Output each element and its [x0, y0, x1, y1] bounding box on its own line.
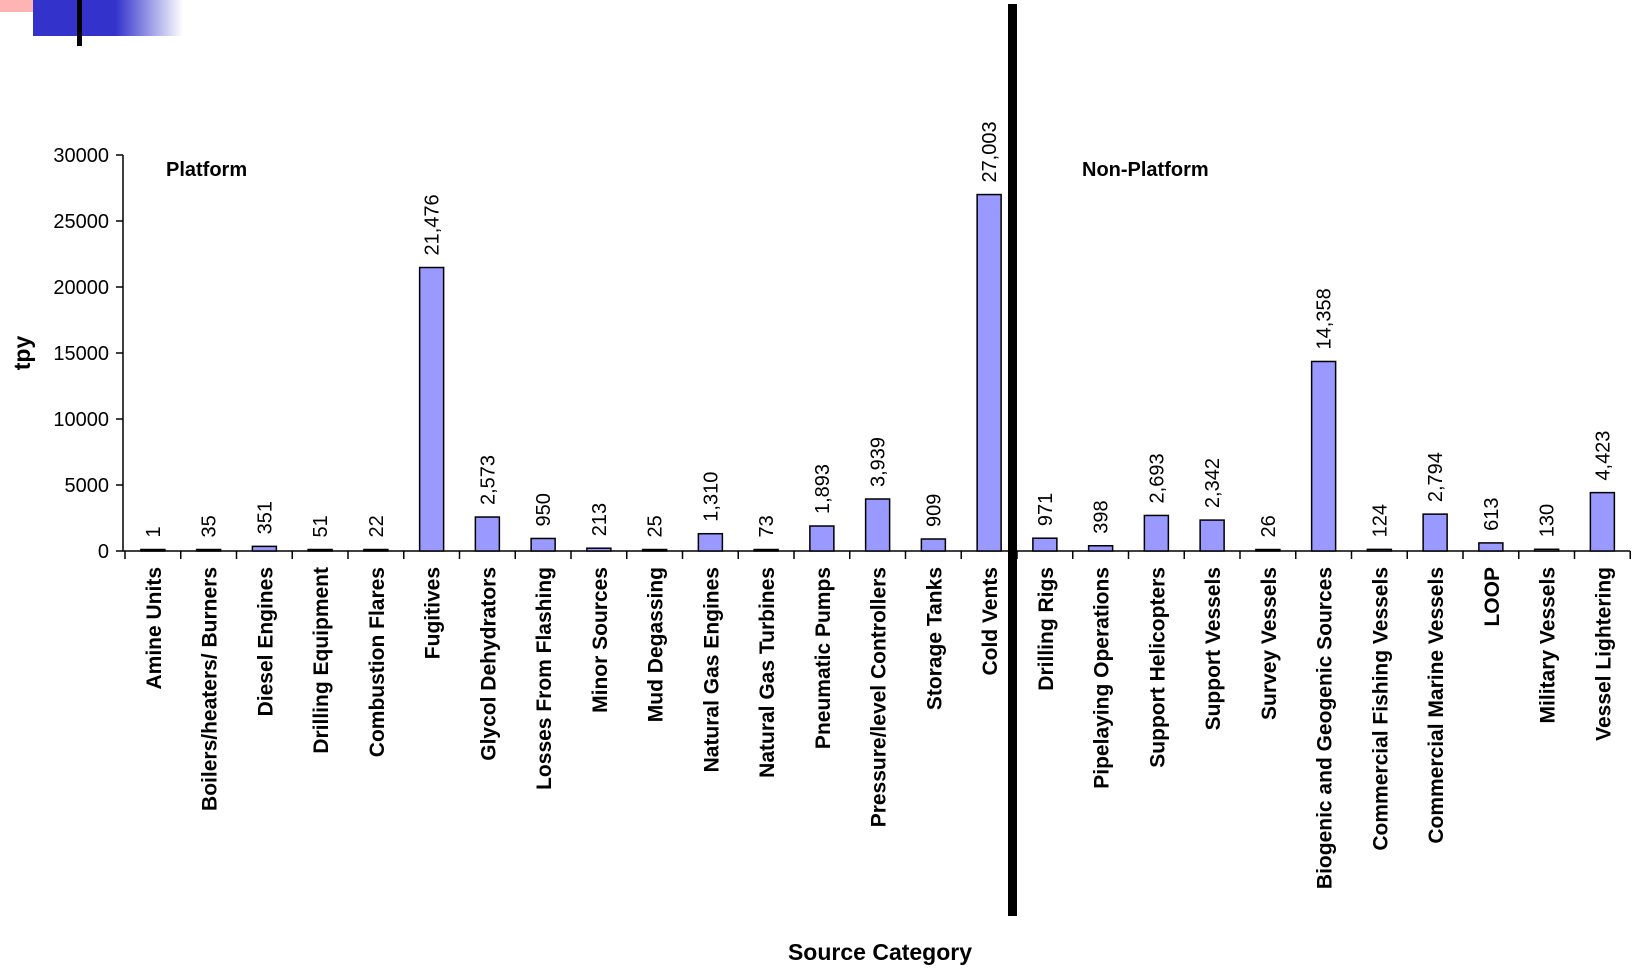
bar [753, 548, 779, 552]
category-label: Drilling Rigs [1035, 567, 1058, 691]
bar [418, 266, 445, 552]
data-label: 1,893 [812, 464, 834, 514]
category-label: Pneumatic Pumps [812, 567, 835, 749]
category-label: Vessel Lightering [1592, 567, 1615, 741]
category-label: Boilers/heaters/ Burners [199, 567, 222, 811]
data-label: 909 [923, 494, 945, 527]
data-label: 971 [1035, 493, 1057, 526]
category-label: Survey Vessels [1258, 567, 1281, 720]
bar [976, 193, 1002, 552]
data-label: 124 [1369, 504, 1391, 537]
region-divider [1008, 4, 1017, 916]
y-tick-label: 30000 [53, 145, 109, 167]
category-label: Natural Gas Engines [700, 567, 723, 772]
data-label: 213 [589, 503, 611, 536]
data-label: 613 [1481, 498, 1503, 531]
bar [1255, 548, 1281, 552]
category-label: Diesel Engines [254, 567, 277, 716]
category-label: Commercial Fishing Vessels [1369, 567, 1392, 851]
data-label: 4,423 [1592, 431, 1614, 481]
bar [641, 548, 668, 552]
category-label: Pressure/level Controllers [868, 567, 891, 827]
x-axis-title: Source Category [788, 939, 972, 965]
data-label: 3,939 [868, 437, 890, 487]
data-label: 25 [645, 515, 667, 537]
bar [474, 516, 501, 552]
bar [864, 498, 891, 552]
slide-decoration [0, 0, 183, 46]
data-label: 1 [143, 526, 165, 537]
bar [920, 538, 947, 552]
data-label: 14,358 [1314, 288, 1336, 349]
y-axis-title: tpy [9, 336, 35, 371]
bar [251, 545, 278, 552]
data-label: 130 [1537, 504, 1559, 537]
region-label-platform: Platform [166, 159, 247, 181]
category-label: Commercial Marine Vessels [1425, 567, 1448, 844]
category-label: Natural Gas Turbines [756, 567, 779, 778]
bar [307, 548, 333, 552]
data-label: 73 [756, 515, 778, 537]
bar [140, 548, 166, 552]
data-label: 2,693 [1146, 453, 1168, 503]
category-label: Losses From Flashing [533, 567, 556, 790]
bar [809, 525, 835, 552]
data-label: 22 [366, 515, 388, 537]
category-label: Support Helicopters [1146, 567, 1169, 768]
category-label: Glycol Dehydrators [477, 567, 500, 761]
category-label: Mud Degassing [645, 567, 668, 722]
data-label: 398 [1091, 500, 1113, 533]
category-label: Support Vessels [1202, 567, 1225, 730]
y-tick-label: 15000 [53, 343, 109, 365]
category-label: Storage Tanks [923, 567, 946, 710]
category-label: Fugitives [422, 567, 445, 659]
data-label: 35 [199, 515, 221, 537]
bar [1087, 544, 1114, 552]
bar [1310, 360, 1337, 552]
decor-black-bar [77, 0, 82, 46]
bar [530, 537, 556, 552]
bar [1143, 514, 1170, 552]
y-tick-label: 0 [98, 541, 109, 563]
bar [1478, 542, 1504, 552]
category-label: Combustion Flares [366, 567, 389, 757]
bar [1199, 519, 1225, 552]
y-tick-label: 10000 [53, 409, 109, 431]
bar [1366, 548, 1393, 552]
category-label: Biogenic and Geogenic Sources [1314, 567, 1337, 889]
region-label-non-platform: Non-Platform [1082, 159, 1209, 181]
data-label: 21,476 [422, 194, 444, 255]
category-label: Cold Vents [979, 567, 1002, 676]
data-label: 351 [254, 501, 276, 534]
bar [1589, 491, 1616, 552]
data-label: 2,794 [1425, 452, 1447, 502]
data-label: 950 [533, 493, 555, 526]
category-label: LOOP [1481, 567, 1504, 627]
bar [363, 548, 389, 552]
bar [1533, 548, 1560, 552]
category-label: Military Vessels [1537, 567, 1560, 723]
bar [1032, 537, 1058, 552]
bar [1422, 513, 1448, 552]
decor-blue-block [33, 0, 183, 36]
data-label: 27,003 [979, 121, 1001, 182]
data-label: 2,573 [477, 455, 499, 505]
category-label: Amine Units [143, 567, 166, 690]
category-label: Pipelaying Operations [1091, 567, 1114, 789]
data-label: 2,342 [1202, 458, 1224, 508]
y-tick-label: 5000 [65, 475, 110, 497]
y-tick-label: 20000 [53, 277, 109, 299]
y-tick-label: 25000 [53, 211, 109, 233]
category-label: Drilling Equipment [310, 567, 333, 754]
data-label: 26 [1258, 515, 1280, 537]
data-label: 1,310 [700, 472, 722, 522]
bar [586, 547, 612, 552]
bar [195, 548, 222, 552]
category-label: Minor Sources [589, 567, 612, 713]
bar [697, 532, 724, 552]
data-label: 51 [310, 515, 332, 537]
